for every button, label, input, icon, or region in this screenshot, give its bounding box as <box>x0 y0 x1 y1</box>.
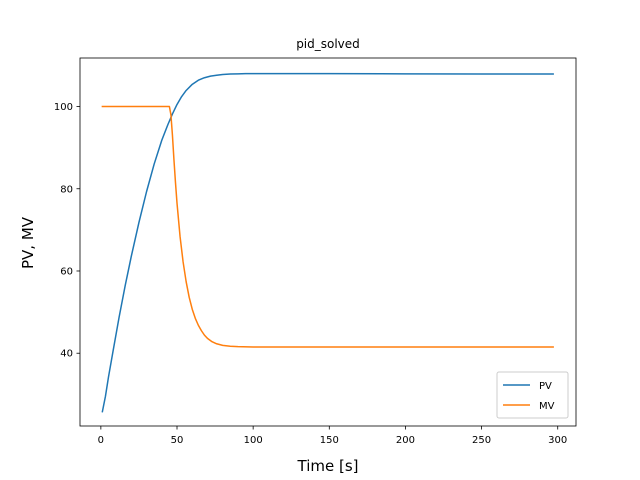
series-line-mv <box>101 105 554 348</box>
x-tick-label: 200 <box>396 435 415 446</box>
x-tick-label: 250 <box>472 435 491 446</box>
axes-frame <box>79 57 577 427</box>
x-tick-label: 50 <box>171 435 184 446</box>
legend-label-mv: MV <box>539 401 555 412</box>
chart-title: pid_solved <box>296 37 360 51</box>
x-axis-title: Time [s] <box>297 457 359 475</box>
y-tick-label: 80 <box>60 184 73 195</box>
x-tick-label: 100 <box>244 435 263 446</box>
y-axis-title: PV, MV <box>19 216 37 269</box>
legend-box <box>496 371 569 419</box>
x-tick-label: 0 <box>98 435 104 446</box>
x-tick-label: 300 <box>548 435 567 446</box>
y-tick-label: 60 <box>60 266 73 277</box>
legend-label-pv: PV <box>539 381 552 392</box>
plot-area: 0 50 100 150 200 250 300 40 60 80 100 PV MV <box>54 57 577 446</box>
x-tick-label: 150 <box>320 435 339 446</box>
y-tick-label: 100 <box>54 102 73 113</box>
y-tick-label: 40 <box>60 349 73 360</box>
series-line-pv <box>101 72 554 413</box>
